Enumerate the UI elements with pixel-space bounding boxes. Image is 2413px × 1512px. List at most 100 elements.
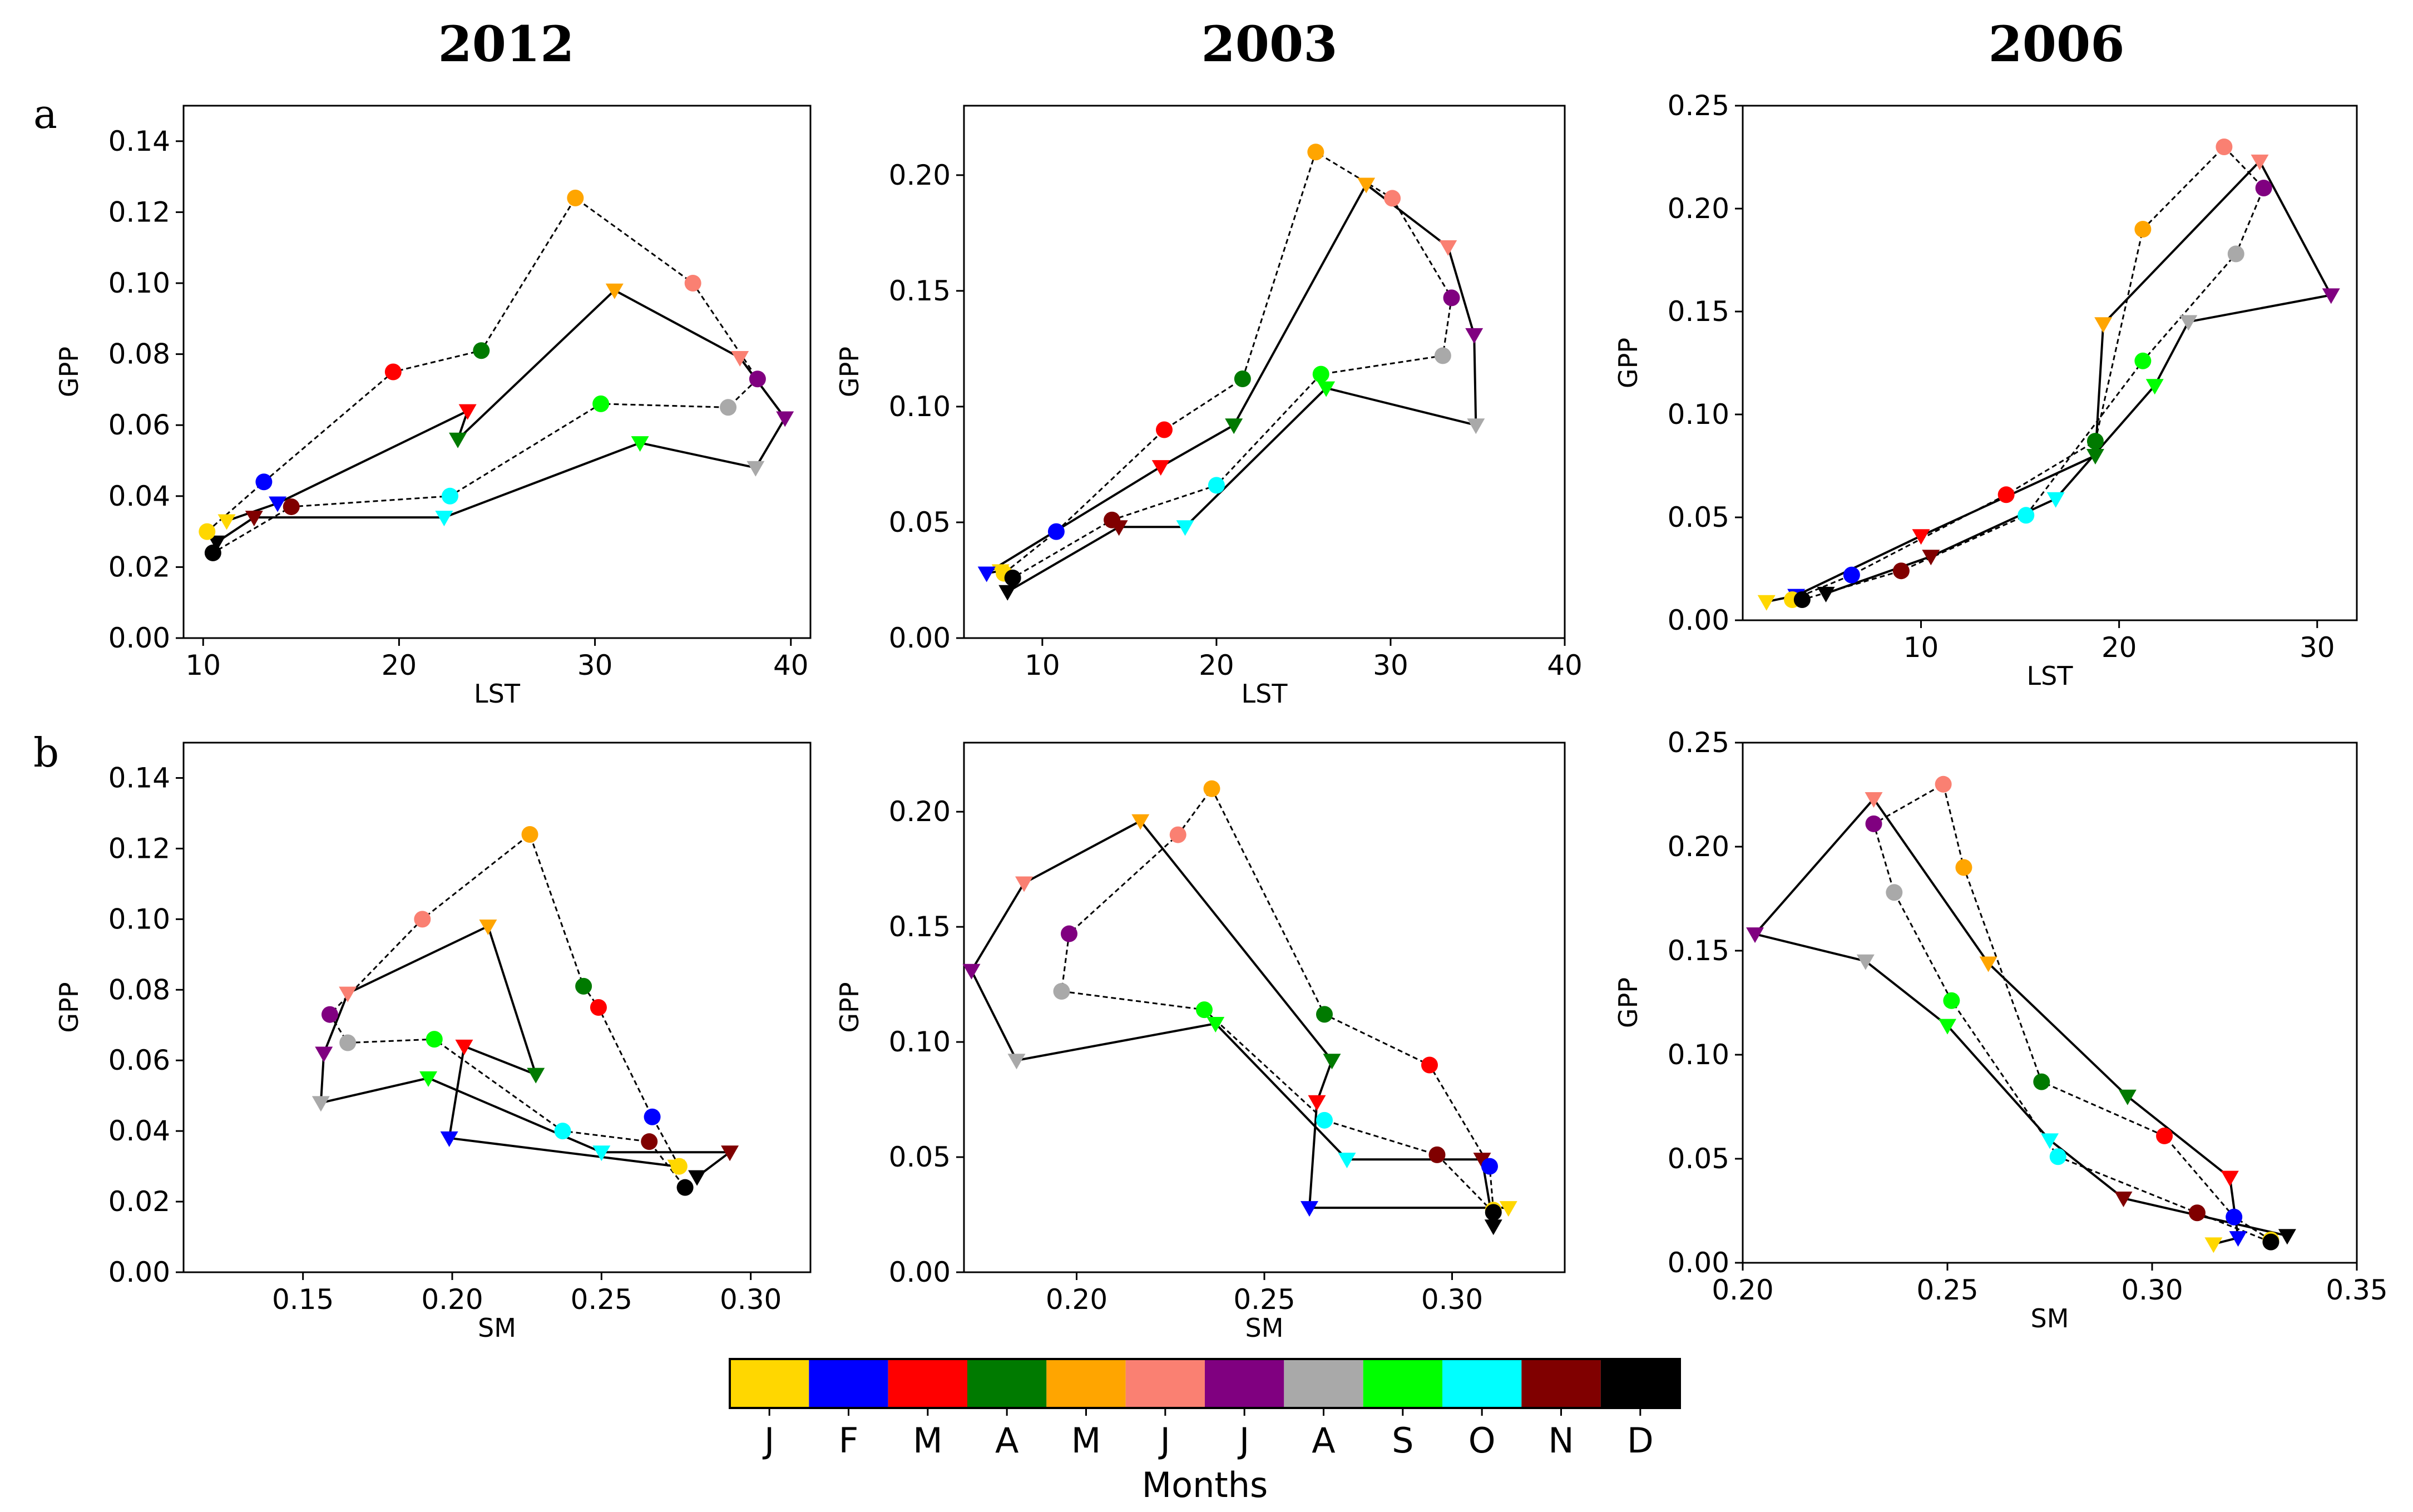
solid-series-line [319, 925, 731, 1178]
triangle-marker-month-5 [1979, 956, 1997, 972]
circle-marker-month-2 [2226, 1208, 2243, 1226]
triangle-marker-month-4 [1323, 1054, 1341, 1070]
circle-marker-month-2 [644, 1108, 661, 1125]
y-tick-label: 0.25 [1668, 727, 1729, 759]
circle-marker-month-6 [1169, 826, 1186, 843]
triangle-marker-month-5 [2094, 317, 2113, 333]
y-tick-label: 0.04 [108, 1115, 170, 1147]
x-axis-label: SM [1245, 1313, 1284, 1343]
x-axis-label: LST [474, 679, 521, 709]
y-tick-label: 0.05 [1668, 1143, 1729, 1175]
x-tick-label: 10 [1025, 649, 1060, 681]
circle-marker-month-6 [1935, 775, 1952, 793]
triangle-marker-month-7 [776, 411, 794, 427]
x-tick-label: 20 [2102, 631, 2137, 664]
colorbar-swatch-4 [967, 1359, 1047, 1408]
circle-marker-month-8 [2227, 245, 2244, 263]
colorbar-swatch-6 [1125, 1359, 1205, 1408]
triangle-marker-month-1 [217, 514, 236, 530]
circle-marker-month-10 [441, 487, 458, 505]
triangle-marker-month-12 [1817, 586, 1835, 602]
x-tick-label: 0.30 [720, 1283, 782, 1316]
triangle-marker-month-12 [688, 1170, 706, 1186]
y-tick-label: 0.05 [889, 1141, 951, 1173]
circle-marker-month-6 [2216, 139, 2233, 155]
solid-series-line [216, 289, 787, 543]
triangle-marker-month-2 [1301, 1201, 1318, 1217]
dashed-series-line [1003, 151, 1452, 579]
triangle-marker-month-1 [1499, 1201, 1517, 1217]
circle-marker-month-3 [1421, 1056, 1438, 1074]
colorbar-month-label: A [1312, 1420, 1335, 1461]
plot-frame [182, 742, 812, 1273]
triangle-marker-month-3 [1308, 1095, 1326, 1111]
triangle-marker-month-8 [746, 461, 765, 477]
colorbar-title: Months [1142, 1465, 1268, 1505]
colorbar-month-label: S [1392, 1420, 1413, 1461]
circle-marker-month-1 [670, 1158, 688, 1175]
circle-marker-month-9 [2134, 352, 2152, 369]
y-tick-label: 0.08 [108, 974, 170, 1006]
y-tick-label: 0.10 [889, 391, 951, 423]
x-tick-label: 0.25 [1233, 1283, 1295, 1316]
triangle-marker-month-8 [1467, 418, 1485, 434]
triangle-marker-month-9 [1206, 1016, 1225, 1032]
y-axis-label: GPP [54, 982, 84, 1032]
circle-marker-month-5 [2134, 221, 2152, 238]
x-tick-label: 40 [773, 649, 809, 681]
x-tick-label: 0.15 [272, 1283, 334, 1316]
circle-marker-month-7 [1061, 925, 1077, 942]
triangle-marker-month-9 [1939, 1019, 1956, 1035]
triangle-marker-month-5 [479, 920, 497, 936]
colorbar-swatch-1 [730, 1359, 809, 1408]
y-tick-label: 0.00 [108, 1256, 170, 1288]
y-tick-label: 0.00 [1668, 604, 1729, 636]
y-tick-label: 0.10 [889, 1026, 951, 1058]
triangle-marker-month-6 [2251, 154, 2269, 170]
panel-title: 2003 [1201, 15, 1338, 73]
x-tick-label: 10 [1903, 631, 1939, 664]
colorbar-swatch-5 [1046, 1359, 1126, 1408]
x-tick-label: 30 [1373, 649, 1408, 681]
row-label: a [33, 91, 57, 137]
triangle-marker-month-6 [1439, 240, 1457, 256]
y-tick-label: 0.10 [108, 267, 170, 299]
solid-series-line [985, 183, 1477, 593]
y-tick-label: 0.20 [889, 795, 951, 828]
circle-marker-month-8 [1434, 347, 1451, 364]
triangle-marker-month-7 [1746, 927, 1764, 943]
circle-marker-month-3 [590, 999, 607, 1016]
colorbar-month-label: J [1158, 1420, 1170, 1461]
y-tick-label: 0.00 [889, 622, 951, 654]
month-colorbar: J F M A M J J A S O N D Months [729, 1358, 1681, 1505]
circle-marker-month-11 [1428, 1146, 1446, 1163]
circle-marker-month-6 [414, 911, 431, 928]
colorbar-month-label: M [913, 1420, 943, 1461]
colorbar-swatch-9 [1363, 1359, 1442, 1408]
circle-marker-month-8 [1886, 884, 1903, 901]
circle-marker-month-5 [1307, 144, 1324, 161]
circle-marker-month-2 [1047, 523, 1065, 540]
y-tick-label: 0.15 [1668, 935, 1729, 967]
solid-series-line [1754, 798, 2288, 1246]
triangle-marker-month-7 [962, 963, 981, 980]
triangle-marker-month-6 [339, 986, 357, 1002]
circle-marker-month-9 [1943, 992, 1960, 1009]
circle-marker-month-10 [1316, 1111, 1333, 1129]
circle-marker-month-7 [1865, 815, 1882, 832]
y-tick-label: 0.08 [108, 338, 170, 370]
plot-frame [1742, 742, 2358, 1264]
solid-series-line [1766, 160, 2332, 603]
circle-marker-month-11 [641, 1133, 658, 1150]
plot-frame [182, 105, 812, 639]
circle-marker-month-5 [567, 189, 584, 206]
colorbar-month-label: M [1071, 1420, 1101, 1461]
solid-series-line [970, 819, 1509, 1227]
y-tick-label: 0.15 [1668, 295, 1729, 328]
y-tick-label: 0.15 [889, 911, 951, 943]
y-tick-label: 0.20 [1668, 192, 1729, 225]
triangle-marker-month-3 [1151, 460, 1170, 476]
circle-marker-month-3 [384, 363, 402, 381]
x-tick-label: 30 [577, 649, 613, 681]
